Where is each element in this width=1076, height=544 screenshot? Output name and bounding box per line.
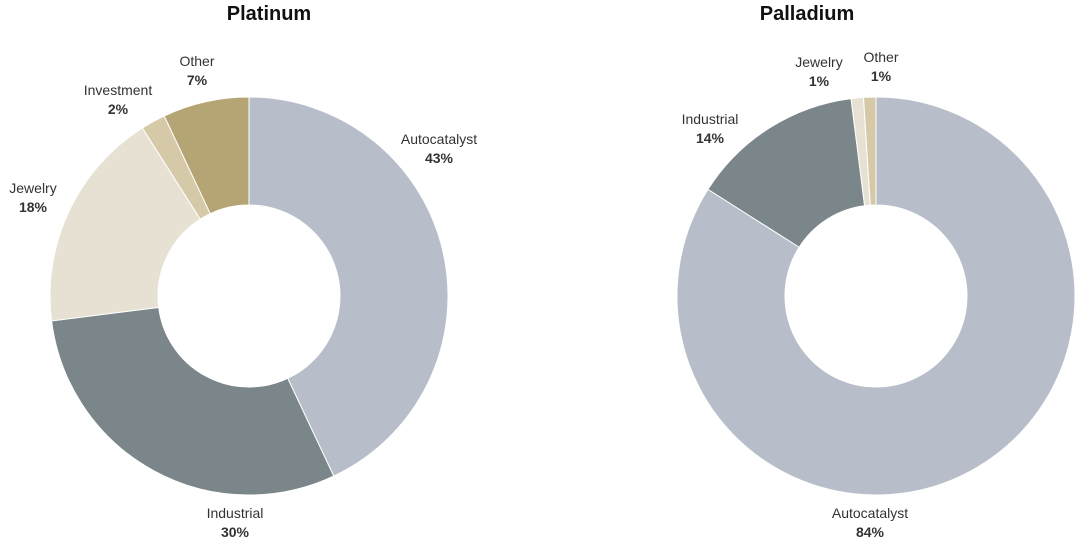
slice-label-investment: Investment [84, 82, 153, 98]
slice-label-industrial: Industrial [682, 111, 739, 127]
slice-value-other: 1% [871, 68, 892, 84]
platinum-donut-chart: Platinum Autocatalyst 43% Industrial 30% Jew… [9, 3, 477, 540]
palladium-donut-svg: Autocatalyst 84% Industrial 14% Jewelry 1% Oth… [676, 49, 1076, 540]
slice-value-investment: 2% [108, 101, 129, 117]
slice-value-jewelry: 18% [19, 199, 48, 215]
slice-label-other: Other [863, 49, 898, 65]
slice-label-jewelry: Jewelry [795, 54, 842, 70]
slice-value-autocatalyst: 84% [856, 524, 885, 540]
slice-value-industrial: 14% [696, 130, 725, 146]
slice-other [862, 96, 877, 206]
slice-autocatalyst [676, 96, 1076, 496]
slice-label-jewelry: Jewelry [9, 180, 56, 196]
chart-title: Palladium [759, 3, 855, 25]
platinum-donut-svg: Autocatalyst 43% Industrial 30% Jewelry 18% In… [9, 53, 477, 540]
slice-other [163, 96, 250, 215]
slice-industrial [51, 306, 335, 496]
slice-label-industrial: Industrial [207, 505, 264, 521]
slice-jewelry [49, 127, 201, 322]
chart-title: Platinum [226, 3, 312, 25]
slice-value-industrial: 30% [221, 524, 250, 540]
slice-autocatalyst [248, 96, 449, 477]
slice-value-other: 7% [187, 72, 208, 88]
slice-label-other: Other [179, 53, 214, 69]
slice-value-autocatalyst: 43% [425, 150, 454, 166]
slice-label-autocatalyst: Autocatalyst [832, 505, 908, 521]
palladium-donut-chart: Palladium Autocatalyst 84% Industrial 14% Je… [538, 0, 1076, 544]
slice-label-autocatalyst: Autocatalyst [401, 131, 477, 147]
slice-value-jewelry: 1% [809, 73, 830, 89]
